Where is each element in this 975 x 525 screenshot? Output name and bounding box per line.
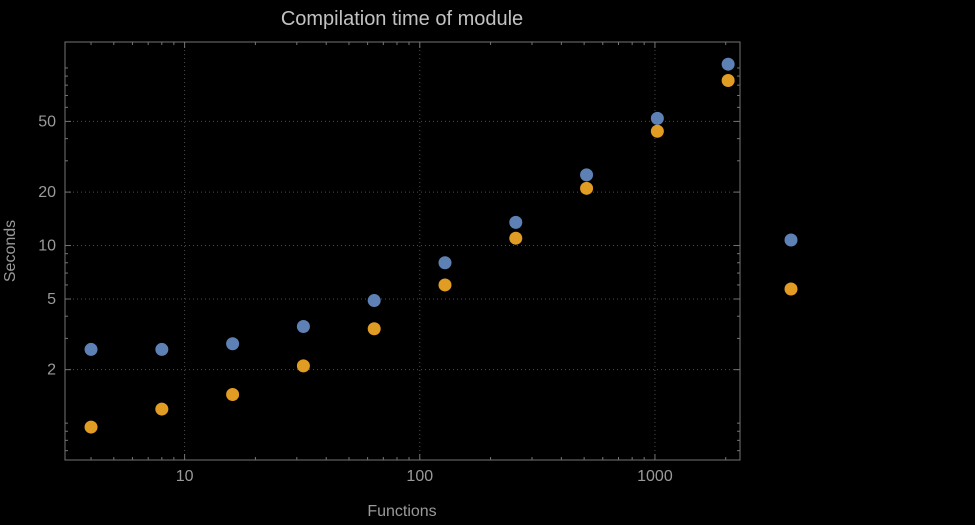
x-tick-label: 1000 (637, 468, 673, 485)
legend-marker-series-1 (784, 233, 798, 247)
data-point-series-1 (296, 320, 310, 334)
legend-marker-series-2 (784, 282, 798, 296)
y-tick-label: 50 (38, 113, 56, 130)
data-point-series-2 (155, 402, 169, 416)
data-point-series-2 (367, 322, 381, 336)
data-point-series-2 (580, 181, 594, 195)
data-point-series-2 (650, 124, 664, 138)
data-point-series-2 (84, 420, 98, 434)
data-point-series-1 (580, 168, 594, 182)
data-point-series-1 (650, 111, 664, 125)
y-tick-label: 2 (47, 362, 56, 379)
y-axis-label: Seconds (2, 220, 19, 282)
data-point-series-1 (84, 342, 98, 356)
data-point-series-2 (226, 387, 240, 401)
chart-title: Compilation time of module (281, 8, 523, 30)
x-tick-label: 10 (176, 468, 194, 485)
y-tick-label: 10 (38, 238, 56, 255)
y-tick-label: 20 (38, 184, 56, 201)
data-point-series-2 (296, 359, 310, 373)
x-tick-label: 100 (406, 468, 433, 485)
x-axis-label: Functions (367, 503, 436, 520)
data-point-series-1 (155, 342, 169, 356)
data-point-series-2 (509, 231, 523, 245)
plot-frame (64, 41, 741, 461)
data-point-series-2 (721, 73, 735, 87)
data-point-series-1 (226, 337, 240, 351)
data-point-series-1 (721, 57, 735, 71)
data-point-series-1 (367, 294, 381, 308)
data-point-series-1 (438, 256, 452, 270)
plot-graphics-layer: 10 100 1000 2 5 10 20 50 (38, 41, 798, 485)
y-tick-label: 5 (47, 291, 56, 308)
data-point-series-1 (509, 215, 523, 229)
data-point-series-2 (438, 278, 452, 292)
